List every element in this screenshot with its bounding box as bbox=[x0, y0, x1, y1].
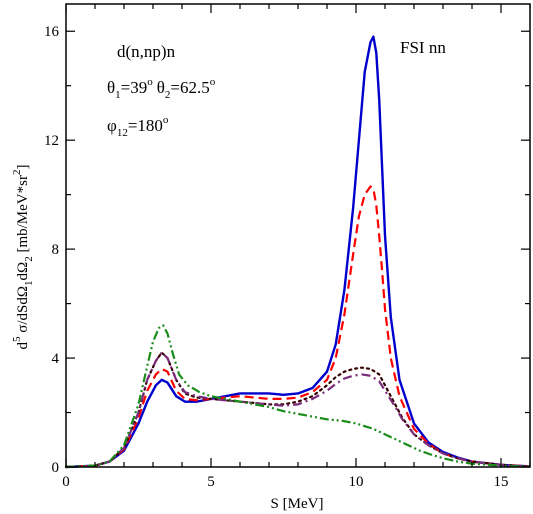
phi-value: =180 bbox=[128, 116, 163, 135]
y-tick-label: 16 bbox=[44, 24, 60, 40]
config-label: FSI nn bbox=[400, 38, 446, 57]
ylabel-domega: dΩ bbox=[15, 262, 31, 281]
theta1-sub: 1 bbox=[115, 89, 121, 101]
ylabel-sigma: σ/dSdΩ bbox=[15, 286, 31, 337]
y-tick-label: 4 bbox=[52, 351, 60, 367]
theta2-value: =62.5 bbox=[170, 78, 209, 97]
x-tick-label: 5 bbox=[207, 474, 215, 490]
ylabel-units: [mb/MeV*sr bbox=[15, 175, 31, 256]
x-tick-label: 15 bbox=[494, 474, 509, 490]
theta2-degree: o bbox=[210, 76, 216, 88]
series-layer bbox=[64, 35, 532, 469]
series-line-dashed bbox=[65, 185, 531, 469]
ylabel-sup5: 5 bbox=[11, 336, 23, 342]
y-axis-label: d5 σ/dSdΩ1dΩ2 [mb/MeV*sr2] bbox=[11, 165, 35, 350]
phi-symbol: φ bbox=[107, 116, 117, 135]
phi-degree: o bbox=[163, 114, 169, 126]
phi-sub: 12 bbox=[117, 127, 128, 139]
series-line-solid bbox=[65, 35, 531, 469]
plot-frame bbox=[65, 3, 531, 468]
reaction-label: d(n,np)n bbox=[117, 42, 176, 61]
theta1-degree: o bbox=[147, 76, 153, 88]
theta-label: θ1=39o θ2=62.5o bbox=[107, 76, 216, 101]
ylabel-sub1: 1 bbox=[23, 280, 35, 286]
series-line-dotted bbox=[64, 351, 532, 469]
x-axis-label: S [MeV] bbox=[271, 496, 324, 512]
theta1-value: =39 bbox=[121, 78, 148, 97]
ylabel-d: d bbox=[15, 341, 31, 349]
y-tick-label: 0 bbox=[52, 460, 60, 476]
ylabel-sub2: 2 bbox=[23, 256, 35, 262]
theta2-symbol: θ bbox=[157, 78, 165, 97]
theta1-symbol: θ bbox=[107, 78, 115, 97]
ylabel-sup2: 2 bbox=[11, 170, 23, 176]
y-tick-label: 12 bbox=[44, 133, 59, 149]
ylabel-close: ] bbox=[15, 165, 31, 170]
series-line-dashdotdot bbox=[65, 324, 531, 469]
y-tick-label: 8 bbox=[52, 242, 60, 258]
theta2-sub: 2 bbox=[165, 89, 171, 101]
series-line-dashdot bbox=[65, 351, 531, 469]
x-tick-label: 0 bbox=[62, 474, 70, 490]
x-tick-label: 10 bbox=[349, 474, 364, 490]
phi-label: φ12=180o bbox=[107, 114, 169, 139]
